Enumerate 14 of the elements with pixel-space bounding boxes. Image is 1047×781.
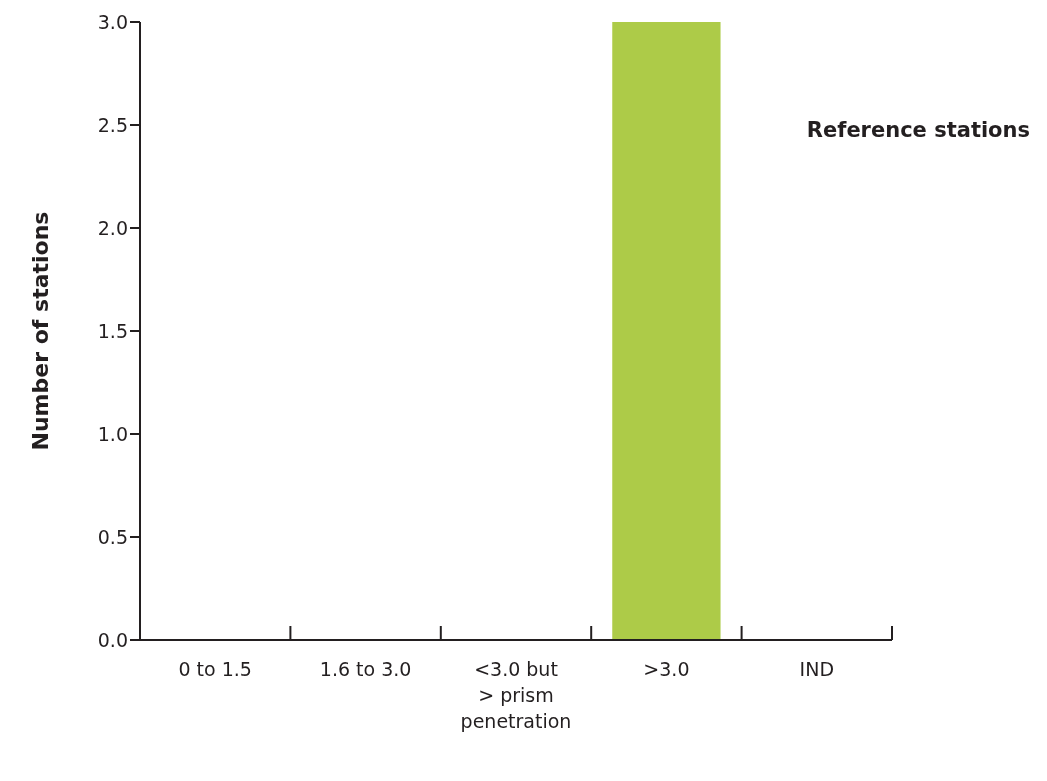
x-tick-label: 1.6 to 3.0 [319, 658, 412, 680]
y-tick-label: 1.5 [97, 319, 128, 342]
x-tick-label: <3.0 but > prism penetration [460, 658, 572, 732]
text: Reference stations [806, 118, 1030, 142]
y-tick-label: 3.0 [97, 10, 128, 33]
y-tick-label: 2.0 [97, 216, 128, 239]
y-tick-label: 0.0 [97, 628, 128, 651]
y-tick-label: 2.5 [97, 113, 128, 136]
y-axis-title: Number of stations [28, 211, 53, 451]
x-tick-label: 0 to 1.5 [178, 658, 252, 680]
x-tick-label: >3.0 [643, 658, 690, 680]
x-tick-label: IND [799, 658, 835, 680]
y-tick-label: 0.5 [97, 525, 128, 548]
y-tick-label: 1.0 [97, 422, 128, 445]
